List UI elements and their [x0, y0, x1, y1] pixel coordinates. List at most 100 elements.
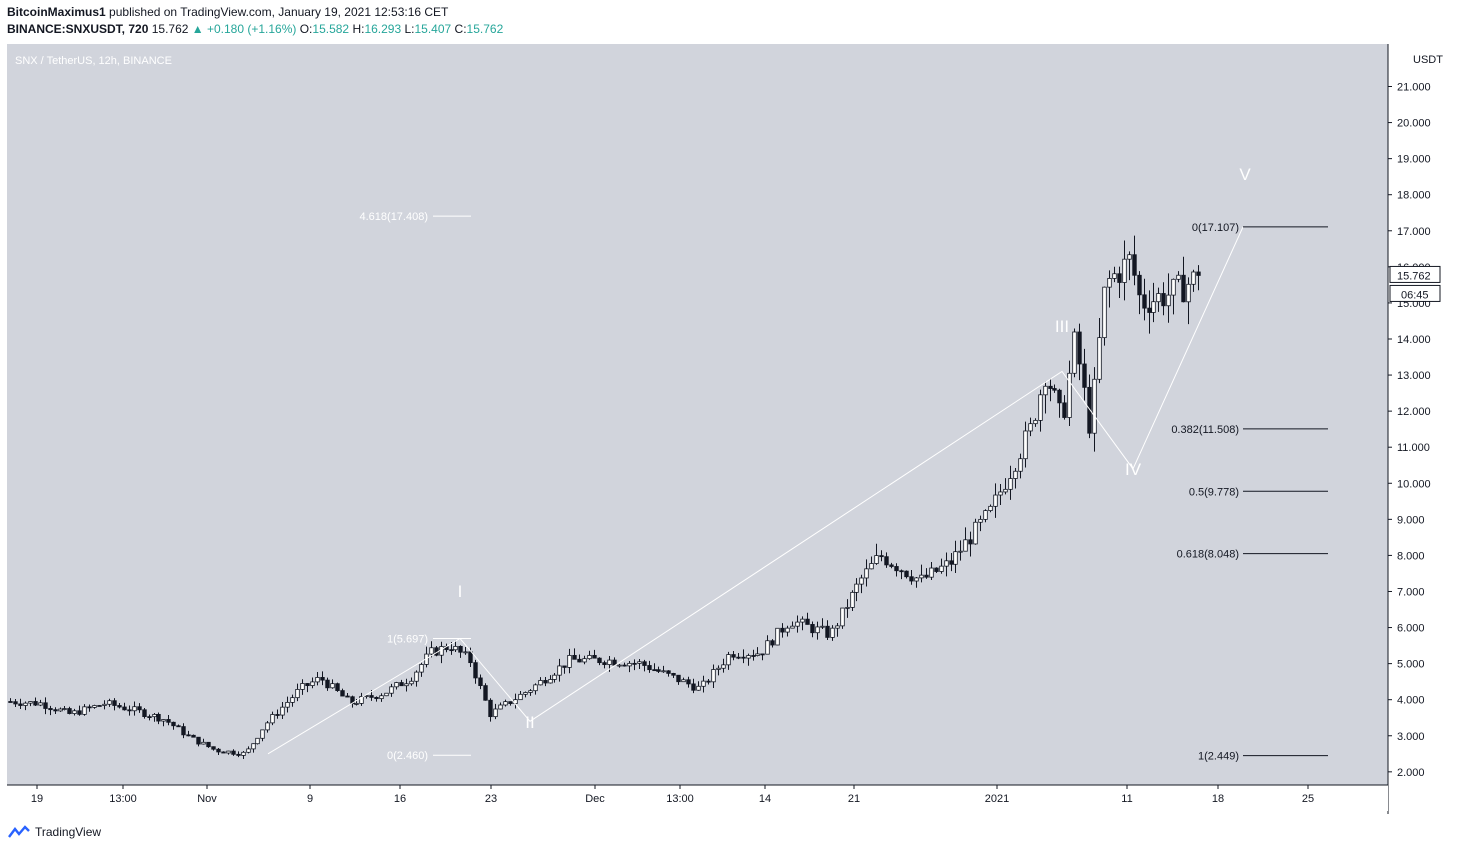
candle-down — [399, 682, 404, 687]
candle-up — [587, 654, 592, 660]
candle-up — [463, 651, 468, 654]
plot-area[interactable] — [7, 44, 1388, 785]
wave-label-IV: IV — [1125, 460, 1142, 479]
candle-up — [300, 683, 305, 690]
candle-up — [775, 627, 780, 646]
candle-down — [760, 653, 765, 656]
candle-down — [340, 690, 345, 697]
candle-down — [236, 753, 241, 756]
symbol-label[interactable]: BINANCE:SNXUSDT, 720 — [7, 22, 149, 36]
candle-up — [830, 627, 835, 638]
close-label: C: — [454, 22, 467, 36]
candle-down — [275, 714, 280, 716]
candle-up — [919, 574, 924, 579]
candle-down — [1057, 389, 1062, 404]
candle-up — [354, 703, 359, 705]
wave-label-III: III — [1055, 317, 1069, 336]
candle-up — [854, 583, 859, 593]
x-tick-label: 13:00 — [666, 793, 694, 805]
candle-down — [1142, 294, 1147, 309]
candle-down — [805, 618, 810, 625]
candle-down — [181, 726, 186, 736]
candle-down — [216, 748, 221, 753]
candle-down — [117, 705, 122, 708]
candle-up — [850, 591, 855, 608]
candle-up — [701, 680, 706, 687]
candle-up — [795, 621, 800, 627]
x-tick-label: Dec — [585, 793, 605, 805]
candle-down — [543, 680, 548, 684]
candle-down — [894, 566, 899, 572]
candle-down — [166, 719, 171, 723]
candle-up — [409, 680, 414, 685]
candle-up — [260, 729, 265, 739]
candle-up — [384, 692, 389, 697]
candle-up — [1112, 273, 1117, 279]
candle-up — [978, 518, 983, 523]
candle-up — [295, 689, 300, 699]
candle-up — [859, 577, 864, 585]
candle-down — [1052, 388, 1057, 391]
author-name[interactable]: BitcoinMaximus1 — [7, 5, 106, 19]
open-label: O: — [299, 22, 313, 36]
y-tick-label: 20.000 — [1397, 118, 1431, 130]
candle-up — [280, 706, 285, 716]
candle-up — [255, 737, 260, 745]
candle-up — [716, 667, 721, 670]
candle-up — [533, 684, 538, 692]
candle-down — [473, 662, 478, 679]
x-tick-label: 2021 — [985, 793, 1009, 805]
y-tick-label: 5.000 — [1397, 659, 1425, 671]
candle-up — [1176, 274, 1181, 280]
candle-down — [335, 683, 340, 691]
candle-up — [379, 695, 384, 700]
candle-down — [676, 674, 681, 683]
candle-down — [736, 656, 741, 659]
low-label: L: — [404, 22, 415, 36]
candle-up — [939, 565, 944, 572]
fib-right-label: 0.5(9.778) — [1189, 486, 1239, 498]
candle-up — [1092, 378, 1097, 434]
candle-up — [627, 662, 632, 667]
y-tick-label: 14.000 — [1397, 334, 1431, 346]
candle-down — [810, 624, 815, 634]
candle-down — [211, 746, 216, 750]
fib-group: 4.618(17.408) 1(5.697) 0(2.460) 0(17.107) 0.… — [360, 211, 1328, 763]
candle-up — [552, 674, 557, 680]
candle-down — [889, 564, 894, 567]
y-tick-label: 18.000 — [1397, 190, 1431, 202]
price-axis[interactable] — [1388, 44, 1468, 785]
x-tick-label: 13:00 — [109, 793, 137, 805]
candle-down — [142, 709, 147, 717]
y-tick-label: 8.000 — [1397, 550, 1425, 562]
candle-down — [572, 654, 577, 660]
candle-down — [488, 699, 493, 718]
time-axis[interactable] — [7, 785, 1388, 811]
high-label: H: — [352, 22, 365, 36]
candle-down — [147, 716, 152, 718]
candle-down — [577, 658, 582, 663]
candle-down — [691, 683, 696, 691]
candle-down — [478, 677, 483, 687]
candle-up — [1127, 254, 1132, 260]
candle-up — [1072, 331, 1077, 374]
x-tick-label: 16 — [394, 793, 406, 805]
y-tick-label: 19.000 — [1397, 154, 1431, 166]
candle-up — [874, 555, 879, 564]
candle-up — [993, 494, 998, 507]
candle-up — [790, 625, 795, 629]
candle-up — [1122, 258, 1127, 283]
candle-up — [820, 625, 825, 628]
footer-brand[interactable]: TradingView — [7, 824, 101, 840]
price-chart[interactable]: SNX / TetherUS, 12h, BINANCE USDT 2.000 3… — [0, 44, 1475, 814]
x-tick-label: 23 — [485, 793, 497, 805]
candle-up — [285, 701, 290, 708]
candle-up — [1023, 430, 1028, 460]
candle-up — [1102, 286, 1107, 339]
candle-up — [246, 748, 251, 753]
candle-down — [642, 661, 647, 666]
candle-up — [538, 680, 543, 686]
candle-up — [38, 702, 43, 706]
candle-down — [879, 555, 884, 558]
close-value: 15.762 — [466, 22, 504, 36]
